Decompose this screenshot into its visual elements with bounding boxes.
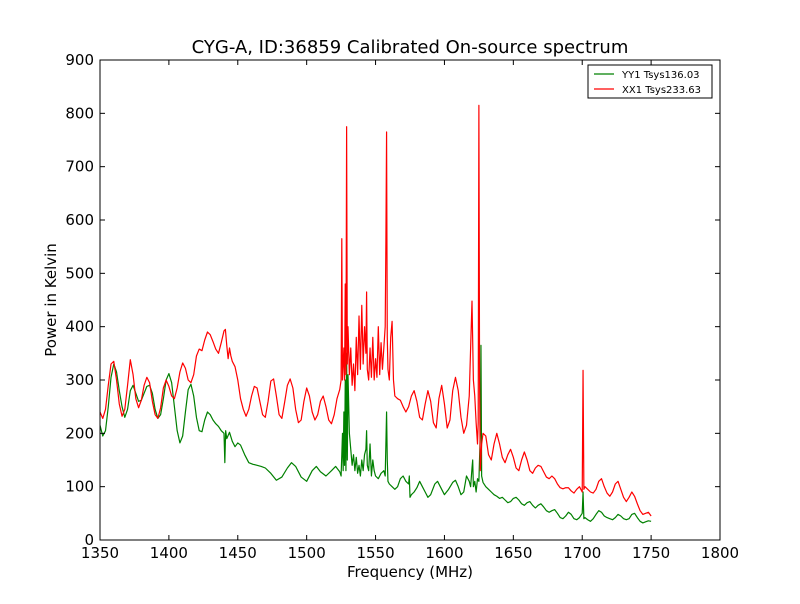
x-tick-label: 1600 [425,544,463,562]
plot-frame [99,59,721,541]
y-tick-label: 600 [65,211,94,229]
x-tick-label: 1650 [494,544,532,562]
y-tick-label: 100 [65,478,94,496]
legend-box [587,64,713,99]
chart-title: CYG-A, ID:36859 Calibrated On-source spe… [192,37,629,58]
series-line-yy1 [100,344,652,524]
y-tick-label: 500 [65,264,94,282]
y-tick-label: 400 [65,318,94,336]
x-tick-label: 1550 [356,544,394,562]
legend-label-yy1: YY1 Tsys136.03 [621,70,700,81]
x-tick-label: 1350 [81,544,119,562]
x-tick-label: 1450 [219,544,257,562]
y-tick-label: 800 [65,104,94,122]
x-tick-label: 1700 [563,544,601,562]
x-tick-label: 1500 [288,544,326,562]
axes-layer: 1350 1400 1450 1500 1550 1600 1650 1700 1750 1800… [65,51,739,562]
legend: YY1 Tsys136.03 XX1 Tsys233.63 [587,64,713,99]
legend-label-xx1: XX1 Tsys233.63 [622,85,701,96]
x-tick-label: 1400 [150,544,188,562]
y-axis-label: Power in Kelvin [42,243,60,357]
y-tick-label: 700 [65,158,94,176]
x-axis-label: Frequency (MHz) [347,563,473,581]
series-layer [100,104,652,524]
x-tick-label: 1750 [632,544,670,562]
x-tick-label: 1800 [701,544,739,562]
y-tick-label: 200 [65,424,94,442]
series-line-xx1 [100,104,652,517]
y-tick-label: 300 [65,371,94,389]
y-tick-label: 0 [84,531,94,549]
y-tick-label: 900 [65,51,94,69]
